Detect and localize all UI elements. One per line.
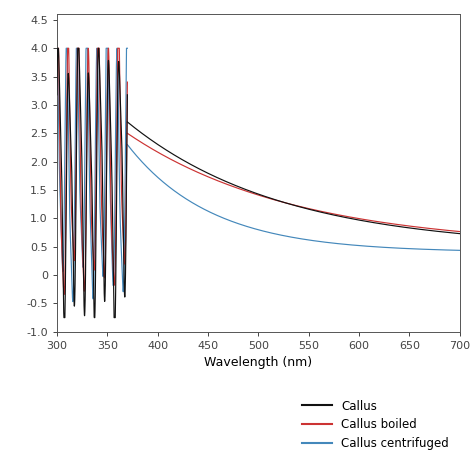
- X-axis label: Wavelength (nm): Wavelength (nm): [204, 356, 312, 369]
- Legend: Callus, Callus boiled, Callus centrifuged: Callus, Callus boiled, Callus centrifuge…: [298, 395, 454, 455]
